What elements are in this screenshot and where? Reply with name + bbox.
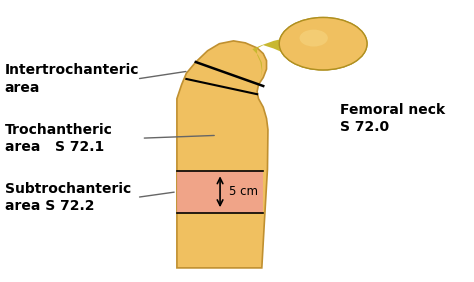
Circle shape: [279, 17, 367, 70]
Text: Femoral neck
S 72.0: Femoral neck S 72.0: [340, 103, 445, 134]
Text: 5 cm: 5 cm: [229, 185, 258, 198]
Polygon shape: [177, 41, 268, 268]
Polygon shape: [252, 37, 304, 94]
Text: Subtrochanteric
area S 72.2: Subtrochanteric area S 72.2: [5, 182, 131, 213]
Circle shape: [300, 30, 328, 47]
FancyBboxPatch shape: [177, 171, 263, 213]
Circle shape: [279, 17, 367, 70]
Text: Trochantheric
area   S 72.1: Trochantheric area S 72.1: [5, 123, 113, 154]
Text: Intertrochanteric
area: Intertrochanteric area: [5, 63, 139, 94]
